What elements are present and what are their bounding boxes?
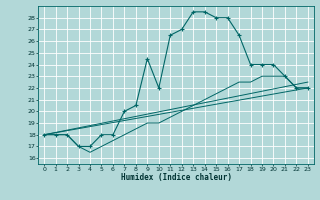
X-axis label: Humidex (Indice chaleur): Humidex (Indice chaleur): [121, 173, 231, 182]
